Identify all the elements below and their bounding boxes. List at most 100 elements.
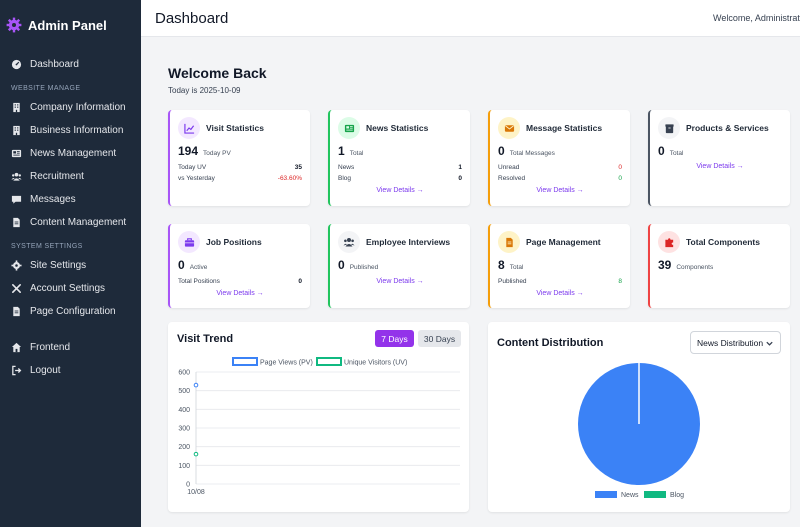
briefcase-icon (178, 231, 200, 253)
card-message-statistics: Message Statistics 0 Total Messages Unre… (488, 110, 630, 206)
card-number: 8 (498, 258, 505, 272)
sidebar-item-label: Recruitment (30, 171, 84, 182)
sidebar-item-content-management[interactable]: Content Management (0, 211, 141, 234)
box-icon (658, 117, 680, 139)
content-distribution-title: Content Distribution (497, 337, 604, 349)
page-title: Dashboard (155, 9, 229, 27)
card-number: 0 (178, 258, 185, 272)
data-point (193, 451, 199, 457)
view-details-link[interactable]: View Details → (216, 290, 264, 297)
legend-swatch (644, 491, 666, 498)
select-value: News Distribution (697, 337, 764, 348)
view-details-link[interactable]: View Details → (536, 290, 584, 297)
content-distribution-chart: News Blog (578, 363, 700, 499)
tab-7-days[interactable]: 7 Days (375, 330, 414, 347)
sidebar-item-recruitment[interactable]: Recruitment (0, 165, 141, 188)
row-value: 0 (298, 278, 302, 285)
welcome-user[interactable]: Welcome, Administrator (713, 13, 800, 23)
sidebar-item-business-information[interactable]: Business Information (0, 119, 141, 142)
card-number: 1 (338, 144, 345, 158)
sidebar-item-label: Dashboard (30, 59, 79, 70)
y-tick-label: 100 (178, 463, 190, 470)
building-icon (13, 102, 20, 113)
file-icon (13, 217, 20, 228)
sidebar-item-page-configuration[interactable]: Page Configuration (0, 300, 141, 323)
sidebar-item-label: News Management (30, 148, 117, 159)
row-label: Unread (498, 164, 520, 171)
comment-icon (11, 195, 22, 204)
brand-title: Admin Panel (28, 17, 107, 33)
legend-label: Page Views (PV) (260, 360, 313, 367)
chevron-down-icon (766, 341, 773, 346)
puzzle-icon (658, 231, 680, 253)
row-value-resolved: 0 (618, 175, 622, 182)
y-tick-label: 500 (178, 388, 190, 395)
sidebar-item-label: Site Settings (30, 260, 87, 271)
card-title: Employee Interviews (366, 237, 451, 247)
view-details-link[interactable]: View Details → (536, 187, 584, 194)
card-visit-statistics: Visit Statistics 194 Today PV Today UV 3… (168, 110, 310, 206)
row-label: Published (498, 278, 527, 285)
y-tick-label: 600 (178, 370, 190, 377)
file-icon (13, 306, 20, 317)
sidebar-item-label: Content Management (30, 217, 127, 228)
visit-trend-title: Visit Trend (177, 333, 234, 345)
sidebar-item-account-settings[interactable]: Account Settings (0, 277, 141, 300)
users-icon (338, 231, 360, 253)
welcome-title: Welcome Back (168, 65, 267, 81)
sidebar-item-frontend[interactable]: Frontend (0, 336, 141, 359)
row-value-published: 8 (618, 278, 622, 285)
brand[interactable]: Admin Panel (0, 0, 141, 50)
sidebar-item-label: Page Configuration (30, 306, 116, 317)
x-tick-label: 10/08 (187, 489, 205, 496)
card-number: 0 (498, 144, 505, 158)
card-job-positions: Job Positions 0 Active Total Positions 0… (168, 224, 310, 308)
row-value: 1 (458, 164, 462, 171)
card-number: 39 (658, 258, 672, 272)
data-point (193, 382, 199, 388)
row-label: Blog (338, 175, 352, 182)
sidebar-item-dashboard[interactable]: Dashboard (0, 53, 141, 76)
row-value-negative: -63.60% (277, 175, 302, 182)
view-details-link[interactable]: View Details → (376, 278, 424, 285)
y-tick-label: 300 (178, 426, 190, 433)
sidebar-item-label: Company Information (30, 102, 126, 113)
top-header: Dashboard Welcome, Administrator (141, 0, 800, 37)
sidebar-item-logout[interactable]: Logout (0, 359, 141, 382)
section-system-settings: SYSTEM SETTINGS (11, 242, 83, 250)
sidebar-item-label: Business Information (30, 125, 124, 136)
sidebar-item-messages[interactable]: Messages (0, 188, 141, 211)
row-value: 0 (458, 175, 462, 182)
tab-30-days[interactable]: 30 Days (418, 330, 461, 347)
row-label: Today UV (178, 164, 207, 171)
view-details-link[interactable]: View Details → (376, 187, 424, 194)
section-website-manage: WEBSITE MANAGE (11, 84, 81, 92)
card-sub: Components (676, 264, 714, 271)
welcome-date: Today is 2025-10-09 (168, 86, 241, 95)
y-tick-label: 200 (178, 444, 190, 451)
distribution-select[interactable]: News Distribution (690, 331, 781, 354)
view-details-link[interactable]: View Details → (696, 163, 744, 170)
legend-swatch (232, 357, 258, 366)
y-tick-label: 0 (186, 482, 190, 489)
card-total-components: Total Components 39 Components (648, 224, 790, 308)
sidebar-item-site-settings[interactable]: Site Settings (0, 254, 141, 277)
file-icon (498, 231, 520, 253)
sidebar-item-news-management[interactable]: News Management (0, 142, 141, 165)
card-title: Page Management (526, 237, 601, 247)
row-value-unread: 0 (618, 164, 622, 171)
chart-line-icon (178, 117, 200, 139)
tools-icon (12, 284, 21, 293)
card-title: Total Components (686, 237, 760, 247)
newspaper-icon (11, 149, 22, 158)
card-title: Job Positions (206, 237, 262, 247)
legend-swatch (316, 357, 342, 366)
card-sub: Today PV (203, 150, 231, 157)
card-sub: Total (669, 150, 684, 157)
legend-label: Unique Visitors (UV) (344, 360, 407, 367)
card-news-statistics: News Statistics 1 Total News 1 Blog 0 Vi… (328, 110, 470, 206)
building-icon (13, 125, 20, 136)
sidebar-item-company-information[interactable]: Company Information (0, 96, 141, 119)
card-sub: Total Messages (509, 150, 555, 157)
card-title: News Statistics (366, 123, 429, 133)
